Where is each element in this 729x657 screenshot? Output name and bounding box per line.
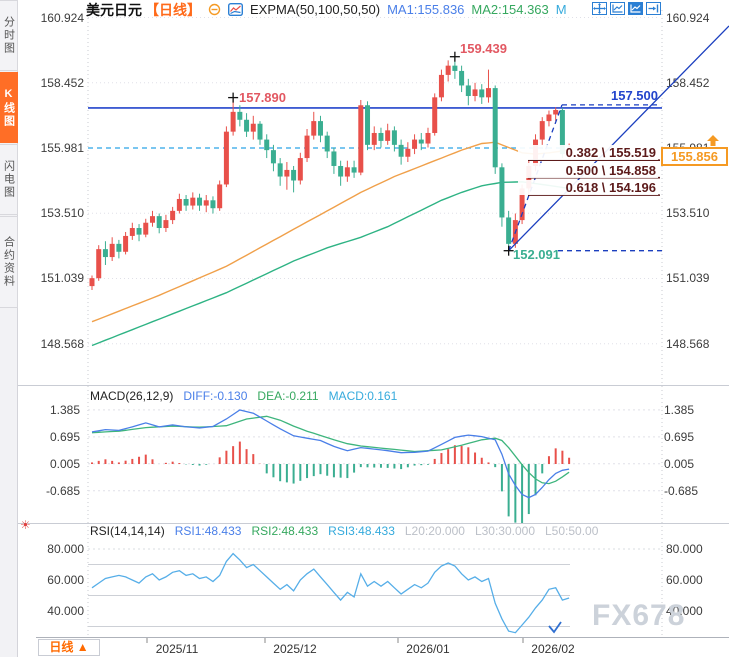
date-axis-label: 2026/02 <box>531 642 575 656</box>
period-title: 【日线】 <box>145 1 201 18</box>
price-axis-label-right: 151.039 <box>666 271 710 286</box>
chart-toolbar <box>592 2 661 15</box>
period-selector[interactable]: 日线 ▲ <box>38 639 100 656</box>
price-axis-label-right: 160.924 <box>666 10 710 25</box>
fibonacci-level-label: 0.618 \ 154.196 <box>518 180 658 196</box>
rsi1-label: RSI1:48.433 <box>174 524 242 538</box>
ma3-value-label: M <box>555 2 567 17</box>
macd-axis-label-left: -0.685 <box>45 483 80 498</box>
swing-high1-annotation: 157.890 <box>239 90 286 105</box>
price-axis-label-left: 158.452 <box>40 75 84 90</box>
macd-axis-label-left: 1.385 <box>49 402 80 417</box>
rsi2-label: RSI2:48.433 <box>251 524 319 538</box>
sidebar-tab-lightning[interactable]: 闪电图 <box>0 144 18 215</box>
macd-axis-label-left: 0.005 <box>49 456 80 471</box>
mini-chart-icon[interactable] <box>228 3 243 16</box>
macd-axis-label-right: 1.385 <box>664 402 695 417</box>
macd-axis-label-right: 0.005 <box>664 456 695 471</box>
price-axis-label-right: 148.568 <box>666 336 710 351</box>
ma2-value-label: MA2:154.363 <box>471 2 549 17</box>
rsi3-label: RSI3:48.433 <box>328 524 395 538</box>
macd-axis-label-left: 0.695 <box>49 429 80 444</box>
indicator-label: EXPMA(50,100,50,50) <box>250 2 381 17</box>
price-axis-label-left: 153.510 <box>40 206 84 221</box>
rsi-axis-label-right: 60.000 <box>666 573 703 587</box>
collapse-indicator-icon[interactable] <box>208 3 221 16</box>
date-axis-label: 2025/11 <box>155 642 199 656</box>
rsi-legend: RSI(14,14,14) RSI1:48.433 RSI2:48.433 RS… <box>90 524 598 538</box>
rsi-l20-label: L20:20.000 <box>404 524 465 538</box>
chart-frame-icon[interactable] <box>610 2 625 15</box>
sidebar-tab-time-share[interactable]: 分时图 <box>0 0 18 71</box>
resistance-level-annotation: 157.500 <box>611 88 658 103</box>
rsi-axis-label-left: 80.000 <box>47 542 84 556</box>
price-axis-label-left: 160.924 <box>40 10 84 25</box>
macd-dea-label: DEA:-0.211 <box>257 389 319 403</box>
macd-axis-label-right: 0.695 <box>664 429 695 444</box>
rsi-l30-label: L30:30.000 <box>474 524 535 538</box>
fibonacci-level-label: 0.382 \ 155.519 <box>518 145 658 161</box>
price-up-arrow-icon <box>707 135 719 146</box>
price-axis-label-left: 155.981 <box>40 141 84 155</box>
rsi-axis-label-right: 80.000 <box>666 542 703 556</box>
price-axis-label-right: 153.510 <box>666 206 710 221</box>
macd-legend: MACD(26,12,9) DIFF:-0.130 DEA:-0.211 MAC… <box>90 389 397 403</box>
date-axis-label: 2025/12 <box>273 642 317 656</box>
rsi-params-label: RSI(14,14,14) <box>90 524 165 538</box>
sidebar-tab-kline[interactable]: K线图 <box>0 72 18 143</box>
price-axis-label-left: 148.568 <box>40 336 84 351</box>
swing-low-annotation: 152.091 <box>513 247 560 262</box>
sidebar-tab-contract-info[interactable]: 合约资料 <box>0 216 18 308</box>
macd-params-label: MACD(26,12,9) <box>90 389 174 403</box>
left-tab-rail: 分时图 K线图 闪电图 合约资料 <box>0 0 18 657</box>
macd-diff-label: DIFF:-0.130 <box>183 389 248 403</box>
move-crosshair-icon[interactable] <box>592 2 607 15</box>
macd-axis-label-right: -0.685 <box>664 483 699 498</box>
rsi-axis-label-left: 60.000 <box>47 573 84 587</box>
rsi-l50-label: L50:50.00 <box>545 524 599 538</box>
swing-high2-annotation: 159.439 <box>460 41 507 56</box>
rsi-axis-label-right: 40.000 <box>666 604 703 618</box>
rsi-axis-label-left: 40.000 <box>47 604 84 618</box>
exit-arrow-icon[interactable] <box>646 2 661 15</box>
macd-macd-label: MACD:0.161 <box>328 389 398 403</box>
chart-header: 美元日元 【日线】 EXPMA(50,100,50,50) MA1:155.836… <box>86 1 567 18</box>
chart-filled-icon[interactable] <box>628 2 643 15</box>
fibonacci-level-label: 0.500 \ 154.858 <box>518 162 658 178</box>
current-price-box: 155.856 <box>661 147 728 166</box>
fx678-watermark: FX678 <box>592 599 686 632</box>
symbol-title: 美元日元 <box>86 1 142 18</box>
price-axis-label-left: 151.039 <box>40 271 84 286</box>
date-axis-label: 2026/01 <box>406 642 450 656</box>
ma1-value-label: MA1:155.836 <box>387 2 465 17</box>
indicator-settings-icon[interactable]: ☀ <box>20 518 31 532</box>
